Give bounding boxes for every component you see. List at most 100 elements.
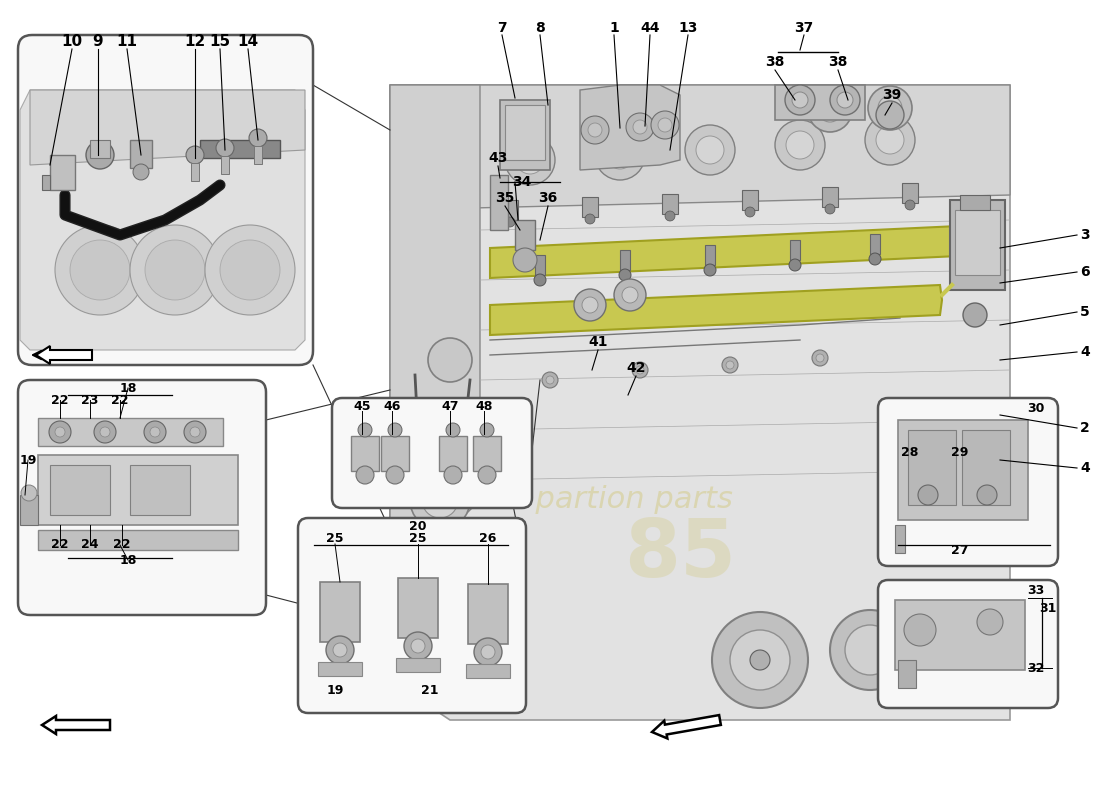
Circle shape — [55, 225, 145, 315]
FancyBboxPatch shape — [298, 518, 526, 713]
Bar — [221, 156, 229, 174]
Text: 22: 22 — [52, 538, 68, 551]
Bar — [776, 85, 865, 120]
Circle shape — [21, 485, 37, 501]
Circle shape — [726, 361, 734, 369]
Circle shape — [666, 211, 675, 221]
Text: 10: 10 — [62, 34, 82, 50]
Bar — [466, 664, 510, 678]
Circle shape — [712, 612, 808, 708]
Circle shape — [574, 289, 606, 321]
Circle shape — [410, 470, 470, 530]
Circle shape — [356, 466, 374, 484]
Circle shape — [55, 427, 65, 437]
Bar — [515, 220, 535, 250]
Text: 39: 39 — [882, 88, 902, 102]
Bar — [90, 140, 110, 158]
Circle shape — [505, 217, 515, 227]
Bar — [351, 436, 380, 471]
Circle shape — [582, 297, 598, 313]
FancyArrow shape — [36, 346, 92, 364]
Circle shape — [220, 240, 280, 300]
Text: 18: 18 — [119, 382, 136, 394]
Bar — [898, 420, 1028, 520]
Circle shape — [785, 85, 815, 115]
Circle shape — [386, 466, 404, 484]
Text: 9: 9 — [92, 34, 103, 50]
Circle shape — [830, 610, 910, 690]
Circle shape — [581, 116, 609, 144]
Circle shape — [876, 101, 904, 129]
Circle shape — [745, 207, 755, 217]
Text: 27: 27 — [952, 543, 969, 557]
Circle shape — [505, 135, 556, 185]
Circle shape — [632, 120, 647, 134]
Polygon shape — [30, 90, 305, 165]
Circle shape — [216, 139, 234, 157]
Circle shape — [415, 625, 446, 655]
Circle shape — [792, 92, 808, 108]
Circle shape — [516, 146, 544, 174]
Circle shape — [621, 287, 638, 303]
Text: 44: 44 — [640, 21, 660, 35]
Text: 31: 31 — [1040, 602, 1057, 614]
Circle shape — [837, 92, 852, 108]
Polygon shape — [490, 285, 942, 335]
Circle shape — [658, 118, 672, 132]
Bar — [42, 175, 50, 190]
Circle shape — [588, 123, 602, 137]
Circle shape — [595, 130, 645, 180]
Bar — [505, 105, 544, 160]
Bar — [822, 187, 838, 207]
Circle shape — [500, 430, 520, 450]
Text: 47: 47 — [441, 399, 459, 413]
Circle shape — [422, 482, 458, 518]
Text: 37: 37 — [794, 21, 814, 35]
Text: 34: 34 — [513, 175, 531, 189]
Bar — [396, 658, 440, 672]
Circle shape — [444, 466, 462, 484]
Circle shape — [534, 274, 546, 286]
Circle shape — [326, 636, 354, 664]
Bar — [320, 582, 360, 642]
Circle shape — [481, 645, 495, 659]
Circle shape — [86, 141, 114, 169]
Circle shape — [190, 427, 200, 437]
Circle shape — [830, 85, 860, 115]
Text: 46: 46 — [383, 399, 400, 413]
Circle shape — [696, 136, 724, 164]
Text: 23: 23 — [81, 394, 99, 406]
Text: 45: 45 — [353, 399, 371, 413]
Text: 6: 6 — [1080, 265, 1090, 279]
FancyBboxPatch shape — [18, 380, 266, 615]
Circle shape — [818, 98, 842, 122]
Text: 38: 38 — [828, 55, 848, 69]
Text: 14: 14 — [238, 34, 258, 50]
Text: 19: 19 — [20, 454, 36, 466]
Circle shape — [606, 141, 634, 169]
Text: a partion parts: a partion parts — [507, 486, 733, 514]
Text: 42: 42 — [626, 361, 646, 375]
Circle shape — [150, 427, 160, 437]
Text: 22: 22 — [111, 394, 129, 406]
Circle shape — [50, 421, 72, 443]
Circle shape — [685, 125, 735, 175]
Circle shape — [868, 86, 912, 130]
Circle shape — [205, 225, 295, 315]
Circle shape — [869, 253, 881, 265]
Text: 1: 1 — [609, 21, 619, 35]
Text: 43: 43 — [488, 151, 508, 165]
Text: 8: 8 — [535, 21, 544, 35]
Text: 85: 85 — [624, 516, 736, 594]
Circle shape — [94, 421, 115, 443]
Bar — [490, 175, 508, 230]
Text: 29: 29 — [952, 446, 969, 458]
Bar — [439, 436, 468, 471]
Bar — [950, 200, 1005, 290]
Circle shape — [928, 588, 992, 652]
Bar — [662, 194, 678, 214]
Bar — [50, 155, 75, 190]
Text: 48: 48 — [475, 399, 493, 413]
Circle shape — [388, 423, 401, 437]
Circle shape — [382, 592, 478, 688]
